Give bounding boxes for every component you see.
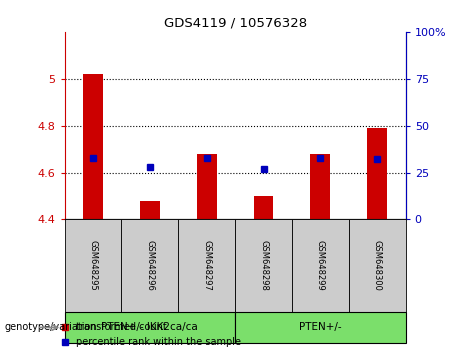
Bar [292,219,349,312]
Bar [235,219,292,312]
Text: PTEN+/-: PTEN+/- [299,322,342,332]
Bar [367,128,387,219]
Text: percentile rank within the sample: percentile rank within the sample [76,337,241,347]
Bar [65,312,235,343]
Bar [83,74,103,219]
Text: transformed count: transformed count [76,322,167,332]
Text: PTEN+/- IKK2ca/ca: PTEN+/- IKK2ca/ca [101,322,198,332]
Bar [178,219,235,312]
Bar [349,219,406,312]
Bar [254,196,273,219]
Text: GSM648295: GSM648295 [89,240,97,291]
Bar [65,219,121,312]
Bar [235,312,406,343]
Text: GSM648299: GSM648299 [316,240,325,291]
Title: GDS4119 / 10576328: GDS4119 / 10576328 [164,16,307,29]
Text: genotype/variation: genotype/variation [5,322,97,332]
Text: GSM648300: GSM648300 [373,240,382,291]
Bar [197,154,217,219]
Bar [140,201,160,219]
Text: GSM648298: GSM648298 [259,240,268,291]
Text: GSM648297: GSM648297 [202,240,211,291]
Text: GSM648296: GSM648296 [145,240,154,291]
Bar [310,154,331,219]
Bar [121,219,178,312]
